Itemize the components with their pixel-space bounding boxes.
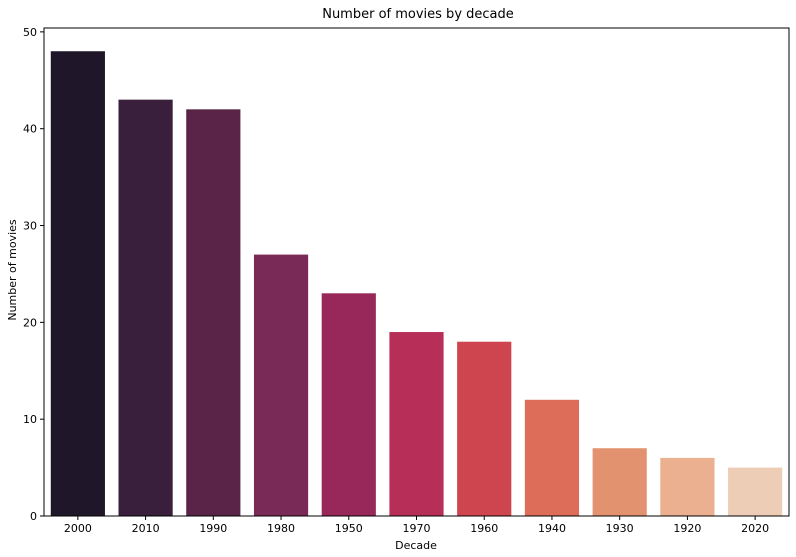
bar-1980 (253, 254, 309, 517)
y-axis: 0 10 20 30 40 50 (23, 26, 44, 523)
bars-group (50, 51, 783, 517)
y-tick-label: 50 (23, 26, 37, 39)
x-tick-label: 2000 (64, 522, 92, 535)
y-tick-label: 10 (23, 413, 37, 426)
bar-1990 (186, 109, 241, 516)
x-axis-title: Decade (395, 539, 437, 552)
y-tick-label: 30 (23, 220, 37, 233)
plot-frame (43, 27, 790, 517)
x-tick-label: 1920 (673, 522, 701, 535)
bar-2000 (50, 51, 105, 516)
bar-1940 (524, 399, 580, 516)
chart-title: Number of movies by decade (322, 7, 514, 22)
bar-1950 (321, 293, 376, 516)
y-tick-label: 0 (30, 510, 37, 523)
x-tick-label: 1960 (470, 522, 498, 535)
bar-2020 (728, 467, 783, 516)
x-tick-label: 1950 (335, 522, 363, 535)
x-tick-label: 1940 (538, 522, 566, 535)
y-tick-label: 40 (23, 123, 37, 136)
bar-1930 (592, 448, 647, 516)
x-axis: 2000 2010 1990 1980 1950 1970 1960 1940 1930 1920… (64, 516, 769, 535)
y-tick-label: 20 (23, 316, 37, 329)
bar-1920 (660, 457, 715, 516)
x-tick-label: 1990 (199, 522, 227, 535)
x-tick-label: 2020 (741, 522, 769, 535)
bar-1960 (457, 341, 512, 516)
x-tick-label: 2010 (132, 522, 160, 535)
bar-1970 (389, 332, 444, 516)
y-axis-title: Number of movies (6, 219, 19, 321)
x-tick-label: 1970 (403, 522, 431, 535)
x-tick-label: 1980 (267, 522, 295, 535)
x-tick-label: 1930 (606, 522, 634, 535)
bar-2010 (118, 99, 173, 517)
